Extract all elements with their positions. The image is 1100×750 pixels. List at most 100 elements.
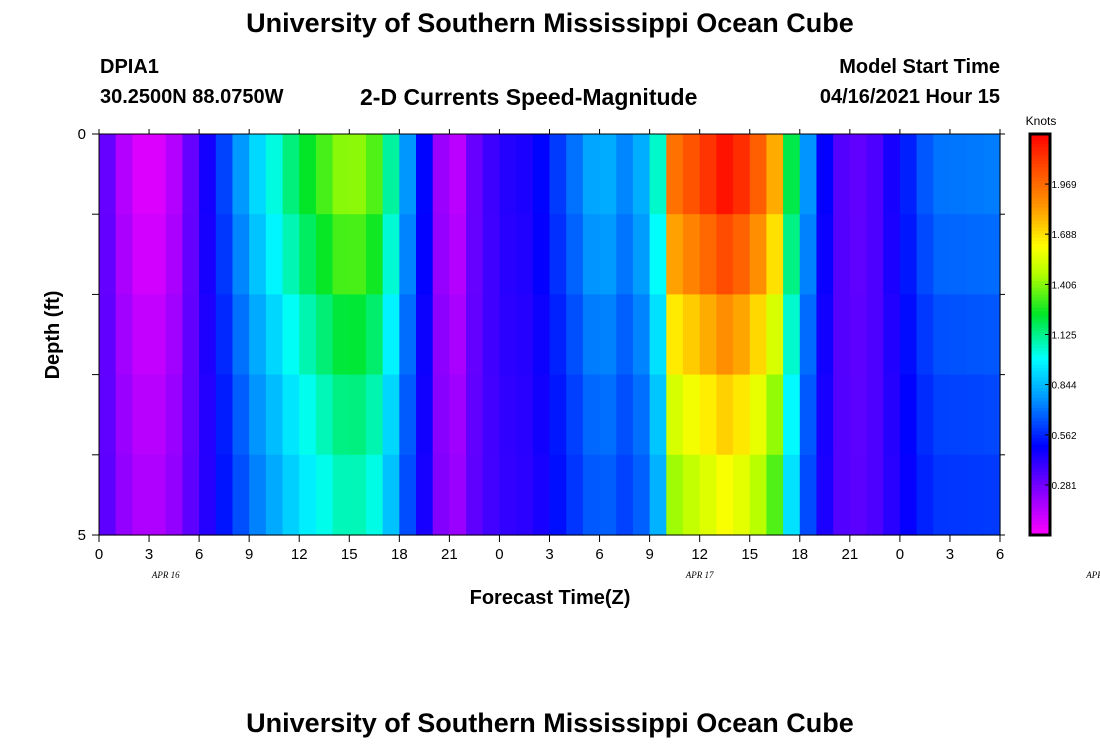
heatmap-cell — [482, 454, 501, 536]
colorbar-segment — [1030, 137, 1050, 142]
colorbar-segment — [1030, 521, 1050, 526]
heatmap-cell — [649, 214, 667, 295]
heatmap-cell — [215, 374, 234, 456]
heatmap-cell — [165, 374, 184, 456]
colorbar-segment — [1030, 344, 1050, 349]
heatmap-cell — [666, 454, 684, 536]
x-tick-label: 12 — [291, 546, 308, 563]
heatmap-cell — [416, 134, 434, 215]
heatmap-cell — [532, 454, 551, 536]
colorbar-segment — [1030, 454, 1050, 459]
x-tick-label: 3 — [145, 546, 153, 563]
x-tick-label: 18 — [391, 546, 408, 563]
colorbar-segment — [1030, 220, 1050, 225]
colorbar-segment — [1030, 444, 1050, 449]
colorbar-segment — [1030, 321, 1050, 326]
date-label: APR 17 — [685, 570, 714, 580]
heatmap-cell — [749, 214, 768, 295]
heatmap-cell — [933, 454, 951, 536]
heatmap-cell — [416, 374, 434, 456]
heatmap-cell — [616, 214, 634, 295]
colorbar-segment — [1030, 317, 1050, 322]
colorbar-segment — [1030, 147, 1050, 152]
colorbar-segment — [1030, 240, 1050, 245]
heatmap-cell — [349, 134, 367, 215]
heatmap-cell — [165, 214, 184, 295]
heatmap-cell — [232, 454, 250, 536]
heatmap-cell — [382, 294, 400, 376]
heatmap-cell — [649, 294, 667, 376]
heatmap-cell — [866, 294, 884, 376]
heatmap-cell — [716, 294, 734, 376]
heatmap-cell — [265, 294, 284, 376]
colorbar-segment — [1030, 491, 1050, 496]
heatmap-cell — [599, 134, 617, 215]
heatmap-cell — [482, 134, 501, 215]
heatmap-cell — [132, 214, 150, 295]
heatmap-cell — [916, 214, 934, 295]
heatmap-cell — [749, 294, 768, 376]
colorbar-segment — [1030, 481, 1050, 486]
heatmap-cell — [382, 374, 400, 456]
heatmap-cell — [299, 214, 317, 295]
heatmap-cell — [632, 454, 651, 536]
heatmap-cell — [783, 294, 801, 376]
heatmap-cell — [499, 134, 517, 215]
colorbar-tick-label: 1.125 — [1051, 331, 1076, 342]
heatmap-cell — [382, 214, 400, 295]
heatmap-cell — [682, 294, 701, 376]
colorbar-segment — [1030, 508, 1050, 513]
heatmap-cell — [716, 374, 734, 456]
heatmap-cell — [699, 134, 717, 215]
heatmap-cell — [332, 374, 350, 456]
heatmap-cell — [983, 454, 1001, 536]
colorbar-segment — [1030, 311, 1050, 316]
colorbar-segment — [1030, 361, 1050, 366]
heatmap-cell — [99, 374, 117, 456]
heatmap-cell — [966, 374, 984, 456]
heatmap-cell — [849, 214, 868, 295]
colorbar-segment — [1030, 150, 1050, 155]
colorbar-segment — [1030, 441, 1050, 446]
colorbar-segment — [1030, 451, 1050, 456]
heatmap-cell — [766, 374, 784, 456]
colorbar-segment — [1030, 260, 1050, 265]
heatmap-cell — [566, 134, 584, 215]
colorbar-segment — [1030, 331, 1050, 336]
heatmap-cell — [716, 214, 734, 295]
colorbar-segment — [1030, 274, 1050, 279]
heatmap-cell — [866, 214, 884, 295]
heatmap-cell — [516, 374, 534, 456]
heatmap-cell — [215, 214, 234, 295]
colorbar-segment — [1030, 184, 1050, 189]
heatmap-cell — [783, 214, 801, 295]
heatmap-cell — [365, 134, 384, 215]
colorbar-segment — [1030, 384, 1050, 389]
heatmap-cell — [282, 374, 300, 456]
heatmap-cell — [432, 374, 450, 456]
colorbar-segment — [1030, 247, 1050, 252]
heatmap-cell — [566, 374, 584, 456]
colorbar-segment — [1030, 434, 1050, 439]
colorbar-segment — [1030, 471, 1050, 476]
heatmap-cell — [849, 454, 868, 536]
colorbar-segment — [1030, 341, 1050, 346]
heatmap-cell — [365, 294, 384, 376]
heatmap-cell — [582, 454, 601, 536]
colorbar-segment — [1030, 257, 1050, 262]
heatmap-cell — [282, 294, 300, 376]
heatmap-cell — [265, 214, 284, 295]
heatmap-cell — [149, 454, 167, 536]
heatmap-cell — [165, 134, 184, 215]
footer-title: University of Southern Mississippi Ocean… — [246, 708, 854, 738]
heatmap-cell — [299, 454, 317, 536]
colorbar-segment — [1030, 478, 1050, 483]
heatmap-cell — [499, 374, 517, 456]
heatmap-cell — [716, 134, 734, 215]
colorbar-segment — [1030, 414, 1050, 419]
heatmap-cell — [566, 294, 584, 376]
heatmap-cell — [983, 134, 1001, 215]
heatmap-cell — [265, 134, 284, 215]
heatmap-cell — [349, 374, 367, 456]
heatmap-cell — [99, 294, 117, 376]
